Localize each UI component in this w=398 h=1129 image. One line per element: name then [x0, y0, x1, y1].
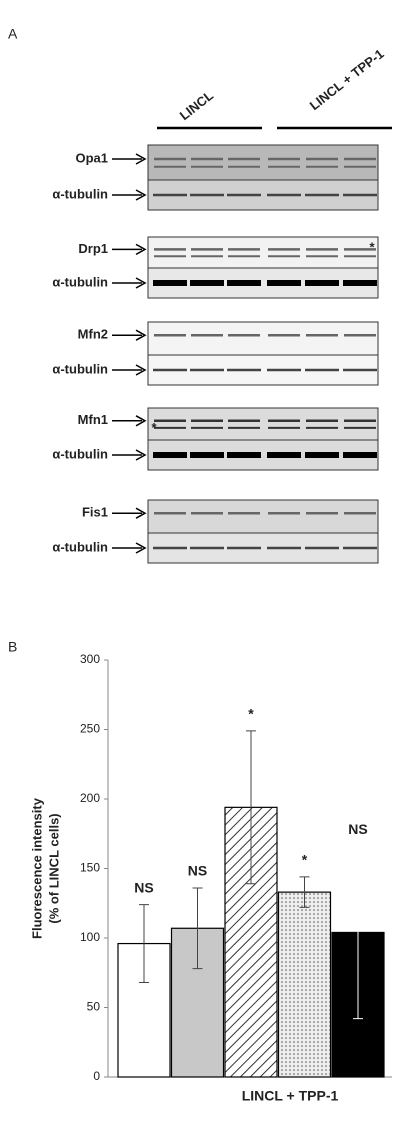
arrow-head [135, 542, 147, 554]
annotation: * [302, 852, 308, 868]
blot-label: Drp1 [78, 241, 108, 256]
blot-marker: * [369, 239, 375, 254]
y-tick-label: 100 [80, 930, 100, 944]
y-axis-label: Fluorescence intensity [29, 797, 44, 939]
blot-marker: * [151, 420, 157, 435]
blot-box [147, 144, 379, 181]
arrow-head [135, 364, 147, 376]
blot-label: Fis1 [82, 505, 108, 520]
error-bar [299, 876, 310, 908]
blot-box [147, 499, 379, 534]
error-bar [192, 887, 203, 970]
loading-label: α-tubulin [52, 361, 108, 376]
arrow-head [135, 449, 147, 461]
blot-box [147, 407, 379, 441]
y-tick-label: 250 [80, 722, 100, 736]
arrow-head [135, 329, 147, 341]
loading-label: α-tubulin [52, 446, 108, 461]
y-tick-label: 0 [93, 1069, 100, 1083]
loading-label: α-tubulin [52, 274, 108, 289]
blot-label: Mfn2 [78, 327, 108, 342]
error-bar [246, 730, 256, 885]
annotation: NS [348, 821, 367, 837]
blot-label: Mfn1 [78, 412, 108, 427]
blot-box [147, 321, 379, 356]
panel-label: B [8, 639, 17, 655]
error-bar [353, 845, 363, 1020]
y-tick-label: 200 [80, 791, 100, 805]
group-label: LINCL [177, 88, 216, 123]
y-tick-label: 150 [80, 861, 100, 875]
panel-label: A [8, 26, 18, 42]
y-tick-label: 300 [80, 652, 100, 666]
group-label: LINCL + TPP-1 [307, 46, 387, 113]
x-axis-label: LINCL + TPP-1 [242, 1088, 339, 1104]
arrow-head [135, 153, 147, 165]
blot-label: Opa1 [75, 150, 108, 165]
bar [277, 891, 332, 1078]
arrow-head [135, 243, 147, 256]
loading-label: α-tubulin [52, 539, 108, 554]
annotation: NS [188, 863, 207, 879]
blot-box [147, 236, 379, 269]
loading-label: α-tubulin [52, 186, 108, 201]
error-bar [139, 904, 149, 983]
y-axis-label: (% of LINCL cells) [46, 813, 61, 923]
y-tick-label: 50 [87, 1000, 101, 1014]
arrow-head [135, 507, 147, 519]
annotation: NS [134, 879, 153, 895]
annotation: * [248, 706, 254, 722]
arrow-head [135, 415, 147, 427]
arrow-head [135, 277, 147, 289]
arrow-head [135, 189, 147, 201]
